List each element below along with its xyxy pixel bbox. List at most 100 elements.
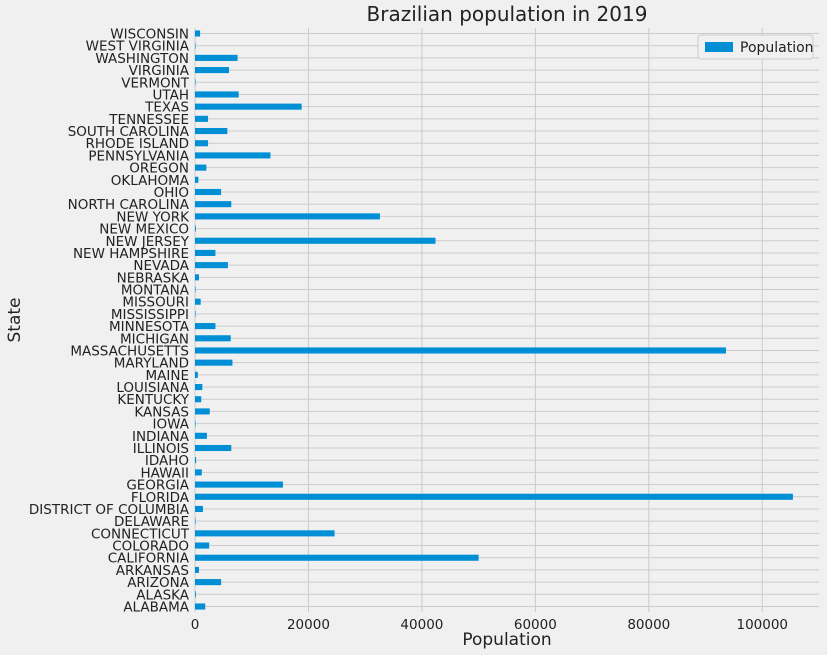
bar-alaska [195, 591, 196, 598]
y-tick-label: MISSOURI [122, 295, 189, 311]
y-tick-label: OHIO [154, 185, 189, 201]
bar-district-of-columbia [195, 505, 203, 513]
bar-indiana [195, 432, 207, 439]
x-tick-labels: 0 20000 40000 60000 80000 100000 [191, 617, 788, 633]
bar-wisconsin [195, 30, 201, 37]
bar-kentucky [195, 396, 202, 403]
bar-alabama [195, 603, 206, 610]
legend-swatch [705, 42, 733, 52]
bar-connecticut [195, 530, 335, 537]
bar-virginia [195, 67, 230, 74]
y-tick-label: MICHIGAN [120, 331, 189, 347]
y-tick-label: MINNESOTA [109, 319, 190, 335]
y-tick-label: OKLAHOMA [111, 173, 190, 189]
bar-montana [195, 286, 196, 293]
y-tick-label: NEW YORK [116, 209, 190, 225]
bar-nebraska [195, 274, 199, 281]
bar-louisiana [195, 384, 203, 391]
y-tick-label: NEVADA [133, 258, 189, 274]
x-tick-label: 20000 [287, 617, 330, 633]
y-tick-label: ALASKA [136, 587, 189, 603]
bar-new-hampshire [195, 249, 216, 256]
grid-lines [194, 28, 819, 612]
x-tick-label: 0 [191, 617, 200, 633]
y-tick-label: KANSAS [134, 404, 189, 420]
y-tick-label: ARIZONA [127, 575, 190, 591]
bar-minnesota [195, 323, 216, 330]
bar-tennessee [195, 115, 209, 122]
bar-massachusetts [195, 347, 726, 354]
bar-ohio [195, 188, 222, 196]
bar-hawaii [195, 469, 202, 476]
bar-north-carolina [195, 201, 232, 208]
bar-vermont [195, 79, 196, 86]
bar-idaho [195, 457, 197, 464]
y-tick-label: VERMONT [121, 75, 190, 91]
y-tick-label: DELAWARE [114, 514, 189, 530]
y-tick-label: UTAH [153, 87, 189, 103]
bar-oregon [195, 164, 207, 171]
y-tick-label: NORTH CAROLINA [68, 197, 190, 213]
bars [195, 30, 793, 610]
y-tick-label: MASSACHUSETTS [70, 343, 189, 359]
x-tick-label: 60000 [514, 617, 557, 633]
bar-utah [195, 91, 239, 98]
bar-maine [195, 371, 198, 378]
y-tick-label: MONTANA [121, 283, 190, 299]
y-axis-label: State [5, 298, 25, 343]
y-tick-label: SOUTH CAROLINA [68, 124, 190, 140]
legend: Population [697, 34, 814, 60]
bar-west-virginia [195, 42, 196, 49]
bar-arkansas [195, 566, 199, 573]
bar-new-mexico [195, 225, 196, 232]
bar-illinois [195, 444, 232, 452]
x-tick-label: 40000 [400, 617, 443, 633]
bar-delaware [195, 518, 196, 525]
y-tick-label: TEXAS [144, 100, 189, 116]
y-tick-label: ALABAMA [123, 600, 189, 616]
bar-pennsylvania [195, 152, 271, 159]
y-tick-label: VIRGINIA [129, 63, 190, 79]
bar-oklahoma [195, 176, 199, 183]
bar-missouri [195, 298, 201, 305]
y-tick-label: WISCONSIN [110, 27, 189, 43]
y-tick-label: COLORADO [112, 539, 189, 555]
bar-new-york [195, 213, 380, 220]
x-axis-label: Population [462, 630, 551, 650]
x-tick-label: 100000 [736, 617, 788, 633]
bar-washington [195, 54, 238, 61]
y-tick-label: ARKANSAS [116, 563, 189, 579]
y-tick-label: ILLINOIS [133, 441, 189, 457]
y-tick-label: WEST VIRGINIA [86, 39, 190, 55]
y-tick-label: NEW MEXICO [99, 222, 189, 238]
y-tick-label: TENNESSEE [108, 112, 189, 128]
y-tick-label: IOWA [153, 417, 190, 433]
bar-nevada [195, 262, 228, 269]
y-tick-label: RHODE ISLAND [86, 136, 190, 152]
bar-iowa [195, 420, 196, 427]
bar-arizona [195, 579, 222, 586]
y-tick-label: MARYLAND [114, 356, 189, 372]
chart-title: Brazilian population in 2019 [367, 2, 648, 26]
y-tick-label: NEBRASKA [117, 270, 190, 286]
y-tick-label: GEORGIA [126, 478, 189, 494]
y-tick-label: OREGON [129, 161, 189, 177]
legend-box [697, 34, 814, 60]
bar-michigan [195, 335, 231, 342]
x-tick-label: 80000 [627, 617, 670, 633]
bar-south-carolina [195, 127, 228, 135]
bar-new-jersey [195, 237, 436, 244]
y-tick-label: FLORIDA [131, 490, 190, 506]
y-tick-label: CONNECTICUT [91, 526, 190, 542]
y-tick-label: HAWAII [141, 465, 189, 481]
bar-texas [195, 103, 302, 110]
bar-kansas [195, 408, 210, 415]
bar-rhode-island [195, 140, 209, 147]
bar-california [195, 554, 479, 561]
bar-georgia [195, 481, 283, 488]
y-tick-label: NEW HAMPSHIRE [73, 246, 189, 262]
y-tick-label: WASHINGTON [95, 51, 189, 67]
y-tick-label: MAINE [146, 368, 190, 384]
y-tick-label: NEW JERSEY [105, 234, 189, 250]
y-tick-label: DISTRICT OF COLUMBIA [29, 502, 190, 518]
